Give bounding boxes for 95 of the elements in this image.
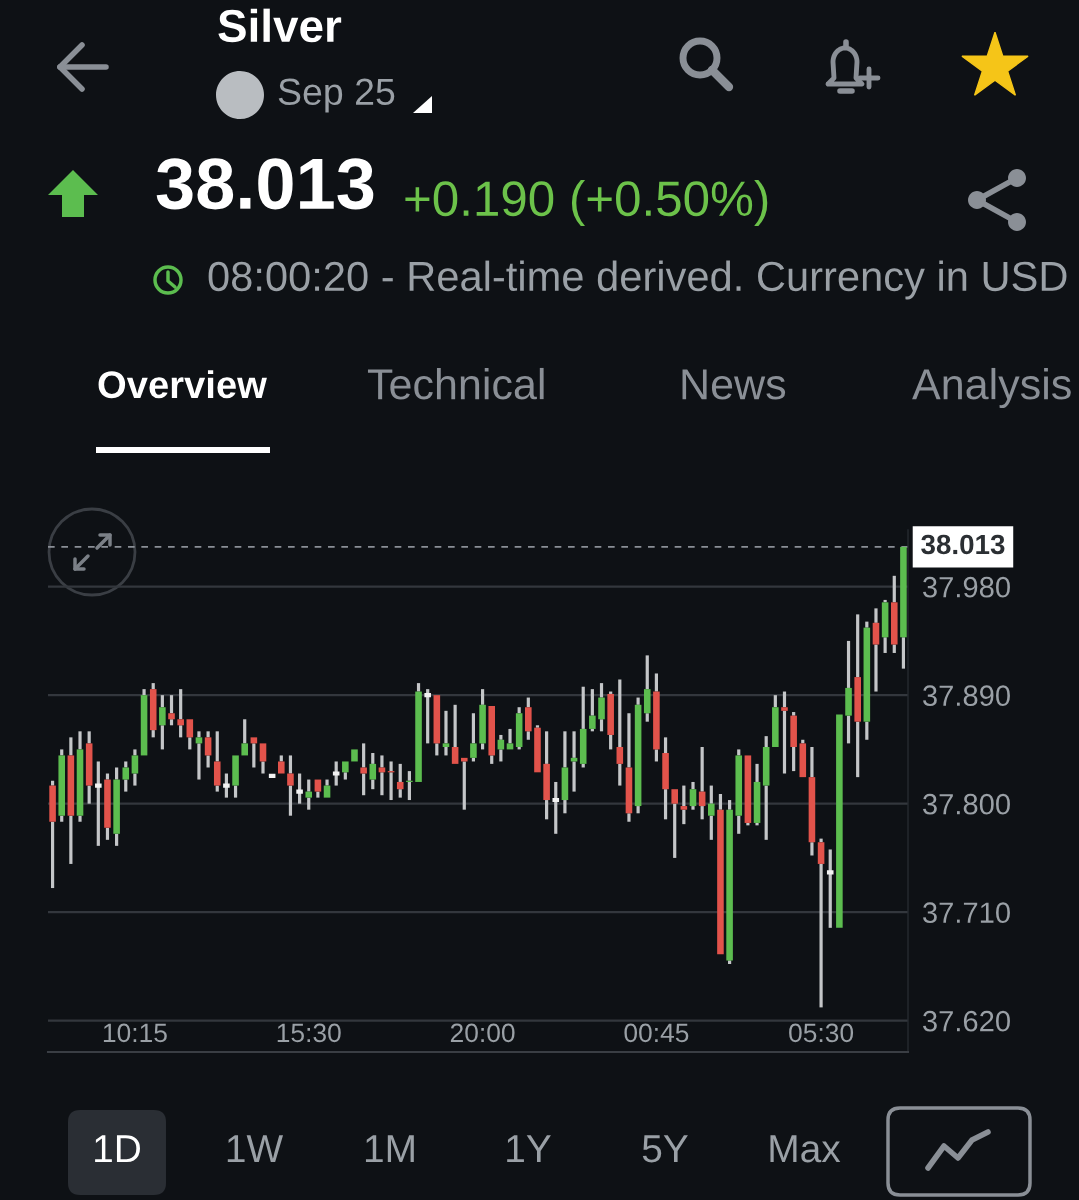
- candlestick: [177, 689, 184, 738]
- candlestick: [104, 773, 111, 840]
- x-tick-label: 10:15: [103, 1023, 167, 1043]
- candlestick: [598, 683, 605, 732]
- candlestick: [506, 727, 514, 750]
- candlestick: [122, 761, 130, 792]
- candlestick: [131, 749, 139, 786]
- text: 1D: [95, 1135, 140, 1163]
- y-tick-label: 37.980: [923, 576, 1010, 598]
- y-tick-label: 37.890: [923, 685, 1010, 707]
- candlestick: [680, 785, 688, 826]
- candlestick: [186, 719, 194, 750]
- candlestick: [900, 546, 907, 669]
- x-tick-label: 20:00: [450, 1023, 515, 1043]
- candlestick: [159, 695, 166, 750]
- text: 5Y: [642, 1135, 688, 1163]
- candlestick: [195, 731, 203, 780]
- candlestick: [433, 695, 441, 756]
- text: +0.190 (+0.50%): [405, 180, 768, 226]
- candlestick: [342, 761, 349, 780]
- candlestick: [378, 755, 386, 796]
- candlestick: [790, 712, 797, 773]
- candlestick: [845, 639, 852, 744]
- y-tick-label: 37.710: [923, 902, 1010, 924]
- candlestick: [287, 755, 294, 816]
- text: 1M: [365, 1135, 414, 1163]
- candlestick: [726, 800, 733, 964]
- candlestick: [762, 736, 770, 840]
- candlestick: [534, 725, 541, 773]
- candlestick: [781, 691, 788, 774]
- candlestick: [662, 737, 669, 820]
- y-tick-label: 37.620: [923, 1010, 1010, 1032]
- candlestick: [872, 608, 880, 692]
- y-tick-label: 37.800: [923, 793, 1010, 815]
- text: Overview: [98, 370, 267, 399]
- x-tick-label: 15:30: [277, 1023, 341, 1043]
- text: 38.013: [156, 158, 374, 210]
- text: 1Y: [507, 1135, 551, 1163]
- candlestick: [488, 706, 496, 764]
- candlestick: [708, 785, 715, 840]
- candlestick: [250, 737, 258, 768]
- candlestick: [149, 683, 157, 738]
- candlestick: [314, 779, 322, 798]
- candlestick: [213, 731, 221, 792]
- candlestick: [232, 755, 239, 798]
- candlestick: [772, 695, 779, 747]
- candlestick: [561, 731, 569, 814]
- candlestick: [241, 719, 248, 756]
- candlestick: [67, 737, 75, 864]
- ref-line-label: 38.013: [921, 534, 1005, 555]
- candlestick: [323, 779, 331, 798]
- candlestick: [305, 779, 313, 810]
- candlestick: [259, 743, 267, 774]
- candlestick: [113, 767, 120, 846]
- candlestick: [634, 697, 642, 814]
- candlestick: [451, 703, 459, 764]
- candlestick: [643, 655, 651, 722]
- candlestick: [396, 762, 404, 798]
- chart-subtitle: Sep 25: [278, 78, 395, 113]
- x-tick-label: 05:30: [789, 1023, 854, 1043]
- candlestick: [817, 838, 825, 1008]
- candlestick: [671, 789, 678, 858]
- candlestick: [689, 780, 697, 810]
- text: Technical: [367, 367, 544, 400]
- text: Max: [770, 1135, 841, 1163]
- candlestick: [442, 709, 450, 756]
- candlestick: [58, 749, 66, 822]
- candlestick: [351, 749, 358, 762]
- candlestick: [204, 731, 212, 768]
- chart-title: Silver: [218, 8, 342, 43]
- candlestick: [625, 713, 633, 822]
- candlestick: [653, 673, 660, 762]
- candlestick: [863, 621, 871, 740]
- candlestick: [49, 780, 56, 890]
- candlestick: [717, 794, 724, 955]
- text: News: [682, 369, 786, 400]
- text: Analysis: [912, 367, 1071, 409]
- candlestick: [168, 695, 175, 726]
- candlestick: [85, 731, 93, 804]
- candlestick: [616, 679, 624, 786]
- candlestick: [278, 755, 285, 774]
- candlestick: [808, 747, 816, 856]
- candlestick: [735, 749, 743, 834]
- candlestick: [76, 731, 84, 822]
- candlestick: [543, 731, 550, 820]
- candlestick: [140, 689, 148, 756]
- candlestick: [836, 714, 843, 928]
- candlestick: [360, 743, 367, 796]
- candlestick: [753, 762, 761, 826]
- candlestick: [854, 614, 861, 779]
- text: 08:00:20 - Real-time derived. Currency in USD: [208, 260, 1067, 300]
- x-tick-label: 00:45: [624, 1023, 689, 1043]
- candlestick: [415, 683, 422, 782]
- candlestick: [479, 689, 486, 750]
- text: 1W: [227, 1135, 284, 1163]
